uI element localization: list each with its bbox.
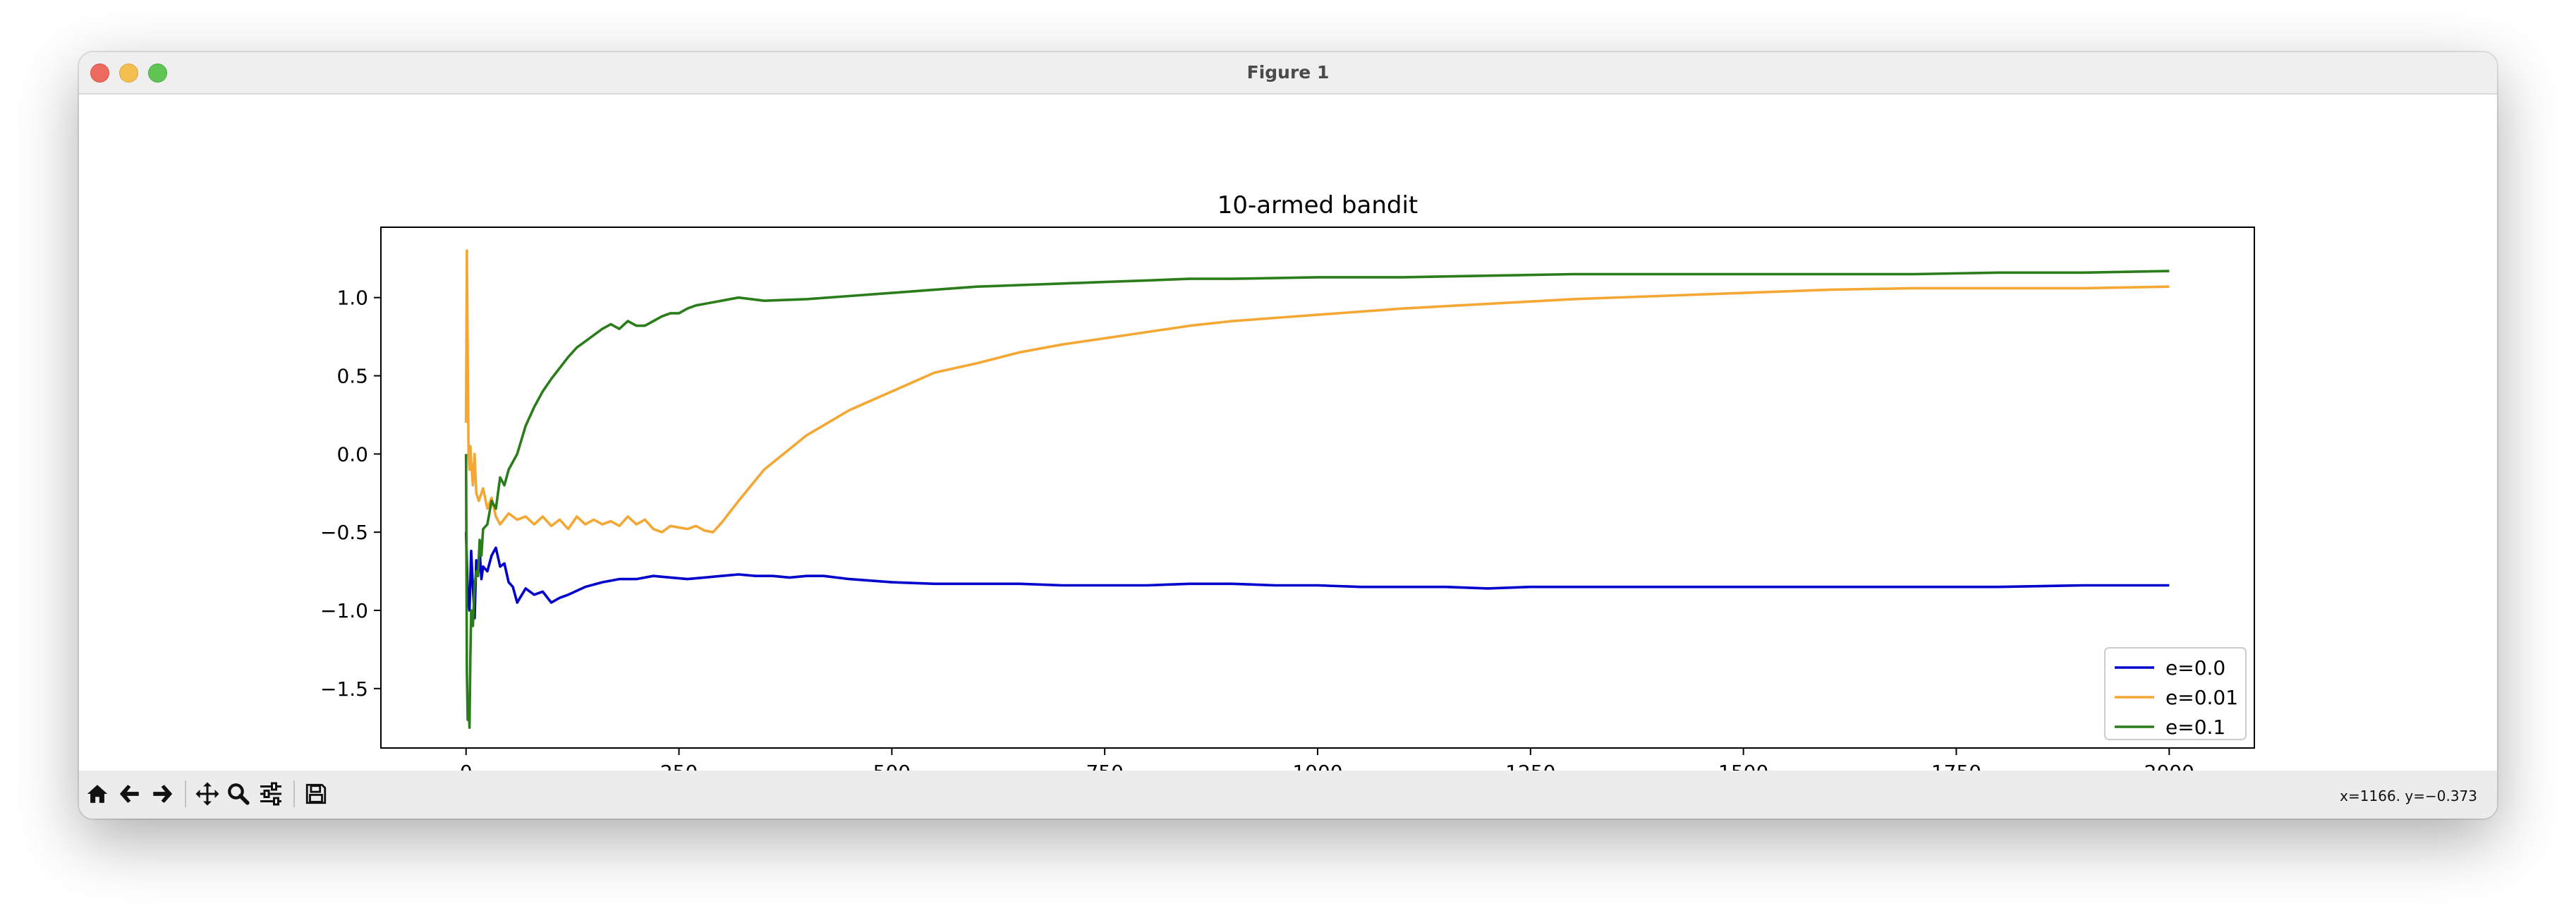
forward-button[interactable] — [148, 779, 176, 809]
x-tick-label: 750 — [1086, 761, 1123, 771]
x-tick-label: 1250 — [1505, 761, 1555, 771]
x-tick-label: 500 — [873, 761, 911, 771]
toolbar-separator — [185, 780, 186, 807]
sliders-icon — [260, 782, 281, 806]
y-tick-label: −0.5 — [320, 521, 368, 544]
back-button[interactable] — [116, 779, 144, 809]
chart-title: 10-armed bandit — [1217, 191, 1418, 219]
legend-label: e=0.0 — [2165, 656, 2225, 680]
legend-box — [2104, 647, 2247, 740]
y-tick-label: 0.0 — [336, 442, 368, 466]
toolbar-separator — [293, 780, 295, 807]
zoom-window-button[interactable] — [148, 64, 167, 83]
axes-frame — [380, 227, 2255, 749]
y-tick-label: −1.5 — [320, 677, 368, 701]
legend-label: e=0.1 — [2165, 716, 2225, 739]
title-bar[interactable]: Figure 1 — [79, 52, 2497, 95]
minimize-window-button[interactable] — [119, 64, 138, 83]
configure-subplots-button[interactable] — [257, 779, 285, 809]
cursor-coordinates: x=1166. y=−0.373 — [2340, 788, 2477, 804]
zoom-button[interactable] — [224, 779, 253, 809]
y-tick-label: −1.0 — [320, 599, 368, 622]
series-line-1 — [464, 249, 2170, 533]
navigation-toolbar: x=1166. y=−0.373 — [79, 771, 2497, 819]
x-tick-label: 0 — [460, 761, 473, 771]
home-icon — [87, 785, 108, 803]
x-tick-label: 250 — [660, 761, 698, 771]
series-line-0 — [464, 532, 2170, 620]
magnifier-icon — [228, 783, 250, 805]
arrow-left-icon — [119, 785, 139, 803]
x-tick-label: 1500 — [1718, 761, 1768, 771]
close-window-button[interactable] — [90, 64, 109, 83]
y-tick-label: 1.0 — [336, 286, 368, 310]
home-button[interactable] — [83, 779, 111, 809]
series-line-2 — [464, 270, 2170, 729]
pan-button[interactable] — [193, 779, 221, 809]
move-icon — [195, 782, 219, 806]
save-button[interactable] — [302, 779, 330, 809]
window-title: Figure 1 — [1246, 62, 1330, 83]
figure-canvas[interactable]: 10-armed bandit 0 250 500 750 1000 1250 1500 175… — [79, 95, 2497, 771]
arrow-right-icon — [153, 785, 173, 803]
floppy-disk-icon — [305, 783, 327, 804]
x-tick-label: 2000 — [2144, 761, 2194, 771]
y-tick-label: 0.5 — [336, 365, 368, 388]
x-tick-label: 1000 — [1292, 761, 1342, 771]
x-tick-label: 1750 — [1931, 761, 1981, 771]
legend-label: e=0.01 — [2165, 686, 2238, 709]
figure-window: Figure 1 10-armed bandit 0 250 500 750 1000 12… — [79, 52, 2497, 819]
